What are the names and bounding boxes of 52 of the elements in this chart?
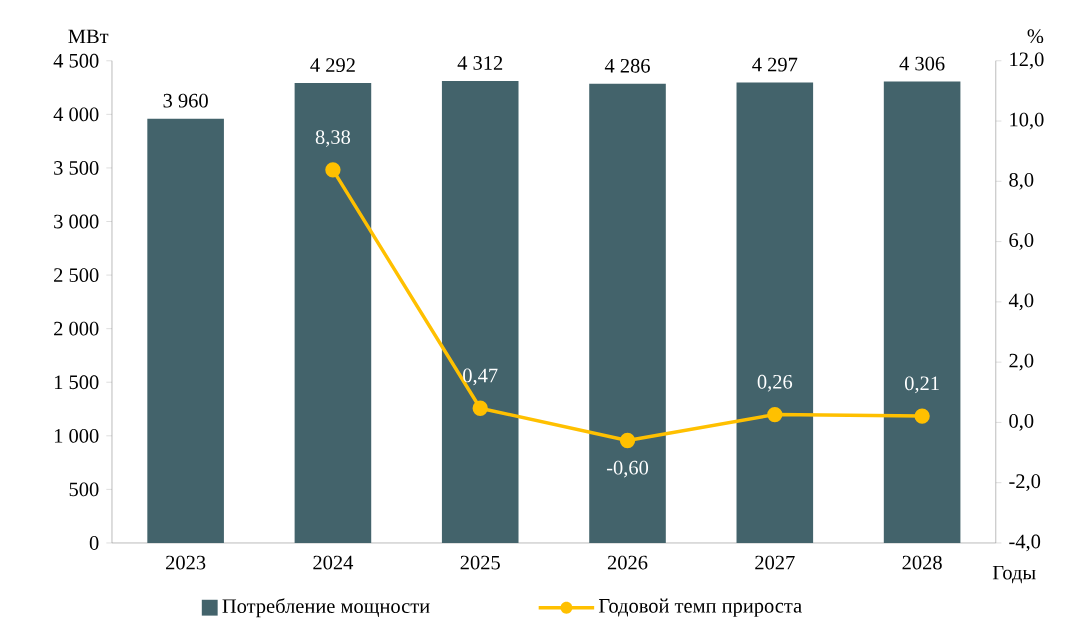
- point: [767, 407, 783, 423]
- y-tick-label: 1 500: [54, 375, 99, 390]
- bar: [147, 118, 224, 544]
- y-tick-label: 2 500: [54, 268, 99, 283]
- x-tick-label: 2027: [755, 555, 795, 570]
- bar: [589, 83, 666, 544]
- y2-tick-label: 0,0: [1009, 414, 1034, 432]
- y2-axis-title: %: [1027, 29, 1044, 44]
- bar: [736, 82, 814, 544]
- y2-tick-label: 4,0: [1008, 293, 1034, 311]
- point: [914, 408, 930, 424]
- y-tick-label: 500: [69, 482, 99, 497]
- y2-tick-label: -4,0: [1009, 534, 1041, 552]
- data-label: 4 286: [604, 59, 650, 73]
- data-label: 4 292: [310, 58, 355, 73]
- y-tick-label: 4 000: [53, 107, 99, 122]
- data-label: -0,60: [606, 461, 649, 478]
- y-axis-title: МВт: [68, 29, 109, 44]
- y2-tick-label: -2,0: [1009, 474, 1041, 492]
- data-label: 4 312: [457, 56, 503, 71]
- x-tick-label: 2026: [607, 555, 648, 570]
- point: [619, 433, 636, 449]
- y-tick-label: 3 500: [54, 161, 99, 176]
- y2-tick-label: 10,0: [1010, 112, 1044, 130]
- x-tick-label: 2024: [313, 555, 354, 570]
- data-label: 0,21: [904, 376, 939, 394]
- x-tick-label: 2028: [902, 555, 942, 570]
- bar: [883, 81, 961, 544]
- x-tick-label: 2023: [166, 555, 206, 570]
- data-label: 4 297: [752, 57, 798, 72]
- x-tick-label: 2025: [460, 555, 500, 570]
- data-label: 0,26: [757, 375, 793, 392]
- point: [472, 400, 488, 417]
- y-tick-label: 0: [89, 536, 99, 551]
- x-axis-title: Годы: [992, 566, 1036, 584]
- data-label: 3 960: [163, 93, 208, 108]
- y2-tick-label: 8,0: [1009, 173, 1034, 190]
- y-tick-label: 3 000: [54, 214, 99, 229]
- y2-tick-label: 6,0: [1009, 233, 1034, 251]
- bar: [294, 83, 372, 544]
- bar: [441, 81, 519, 544]
- legend-label: Годовой темп прироста: [598, 598, 802, 618]
- data-label: 4 306: [899, 56, 945, 71]
- y-tick-label: 4 500: [53, 54, 99, 68]
- y-tick-label: 2 000: [54, 321, 99, 336]
- point: [325, 162, 341, 178]
- y2-tick-label: 12,0: [1010, 52, 1044, 70]
- data-label: 8,38: [315, 130, 351, 148]
- data-label: 0,47: [463, 368, 498, 386]
- legend-label: Потребление мощности: [222, 598, 430, 618]
- y-tick-label: 1 000: [54, 429, 99, 443]
- y2-tick-label: 2,0: [1009, 353, 1034, 371]
